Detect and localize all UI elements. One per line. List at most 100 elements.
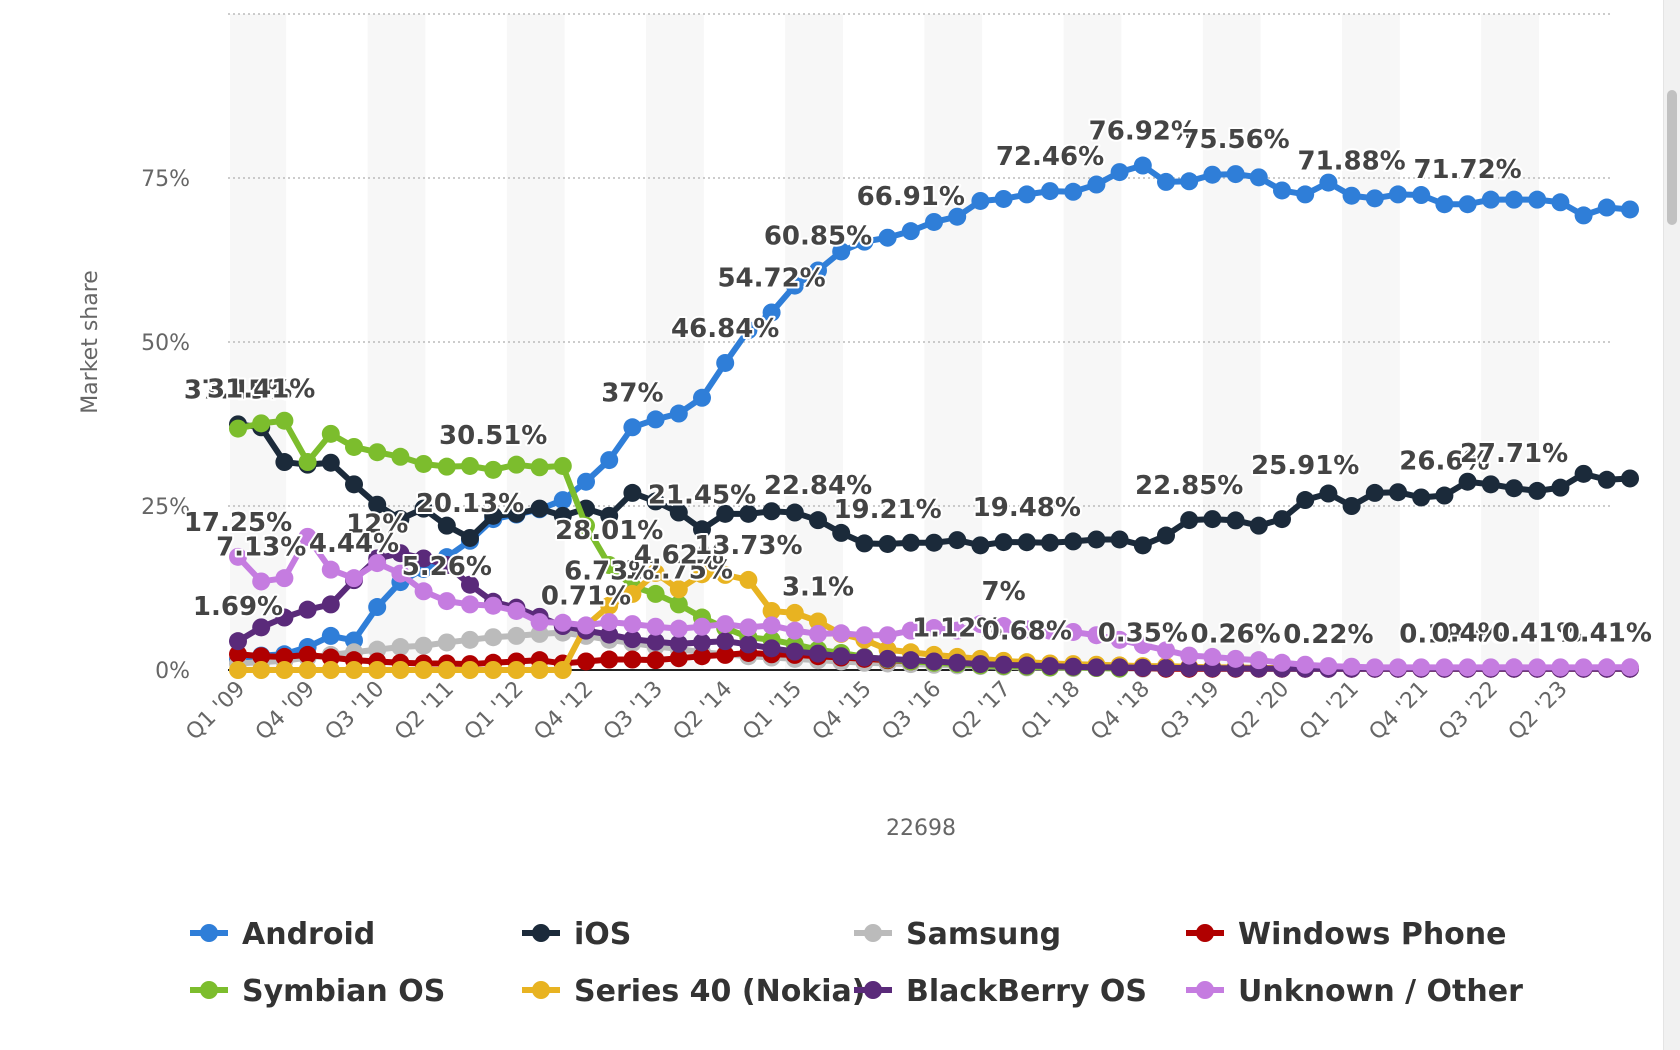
data-point[interactable] [507, 626, 526, 645]
legend-item[interactable]: Symbian OS [190, 974, 445, 1009]
data-point[interactable] [1597, 198, 1616, 217]
data-point[interactable] [553, 491, 572, 510]
data-point[interactable] [878, 626, 897, 645]
data-point[interactable] [878, 228, 897, 247]
data-point[interactable] [577, 472, 595, 491]
data-point[interactable] [1505, 479, 1523, 498]
data-point[interactable] [948, 207, 967, 226]
data-point[interactable] [577, 652, 595, 671]
data-point[interactable] [600, 596, 619, 615]
data-point[interactable] [461, 661, 479, 679]
data-point[interactable] [1621, 658, 1639, 677]
data-point[interactable] [716, 615, 735, 634]
data-point[interactable] [1273, 653, 1291, 672]
data-point[interactable] [716, 565, 735, 584]
data-point[interactable] [971, 536, 990, 555]
data-point[interactable] [1481, 658, 1500, 677]
data-point[interactable] [809, 261, 827, 280]
data-point[interactable] [391, 510, 410, 529]
data-point[interactable] [762, 303, 781, 322]
data-point[interactable] [1064, 622, 1083, 641]
data-point[interactable] [623, 630, 642, 649]
data-point[interactable] [1110, 630, 1129, 649]
data-point[interactable] [809, 624, 827, 643]
data-point[interactable] [298, 527, 317, 546]
data-point[interactable] [553, 456, 572, 475]
data-point[interactable] [623, 584, 642, 603]
data-point[interactable] [229, 661, 247, 679]
data-point[interactable] [414, 499, 433, 518]
data-point[interactable] [437, 556, 456, 575]
data-point[interactable] [809, 644, 827, 663]
data-point[interactable] [623, 483, 642, 502]
data-point[interactable] [275, 608, 294, 627]
data-point[interactable] [855, 534, 874, 553]
data-point[interactable] [252, 661, 271, 679]
data-point[interactable] [623, 615, 642, 634]
legend-item[interactable]: Windows Phone [1186, 917, 1507, 952]
data-point[interactable] [948, 621, 967, 640]
data-point[interactable] [484, 628, 503, 647]
data-point[interactable] [1203, 510, 1222, 529]
data-point[interactable] [391, 638, 410, 657]
data-point[interactable] [275, 411, 294, 430]
data-point[interactable] [994, 617, 1013, 636]
data-point[interactable] [1621, 469, 1639, 488]
data-point[interactable] [1528, 481, 1547, 500]
data-point[interactable] [321, 661, 340, 679]
data-point[interactable] [925, 212, 943, 231]
data-point[interactable] [646, 410, 665, 429]
data-point[interactable] [507, 661, 526, 679]
vertical-scrollbar[interactable] [1663, 0, 1680, 1050]
data-point[interactable] [1458, 658, 1477, 677]
data-point[interactable] [530, 499, 549, 518]
data-point[interactable] [693, 520, 711, 539]
data-point[interactable] [716, 504, 735, 523]
legend-item[interactable]: Android [190, 917, 375, 952]
data-point[interactable] [530, 661, 549, 679]
data-point[interactable] [901, 222, 920, 241]
data-point[interactable] [762, 639, 781, 658]
data-point[interactable] [252, 414, 271, 433]
data-point[interactable] [553, 613, 572, 632]
data-point[interactable] [646, 651, 665, 670]
data-point[interactable] [600, 625, 619, 644]
data-point[interactable] [1597, 658, 1616, 677]
data-point[interactable] [229, 632, 247, 651]
data-point[interactable] [437, 661, 456, 679]
data-point[interactable] [878, 534, 897, 553]
data-point[interactable] [1551, 658, 1570, 677]
data-point[interactable] [1041, 182, 1059, 201]
legend-item[interactable]: iOS [522, 917, 631, 952]
data-point[interactable] [994, 533, 1013, 552]
data-point[interactable] [368, 661, 387, 679]
data-point[interactable] [321, 453, 340, 472]
data-point[interactable] [1017, 533, 1036, 552]
data-point[interactable] [1064, 657, 1083, 676]
data-point[interactable] [646, 492, 665, 511]
data-point[interactable] [669, 619, 688, 638]
data-point[interactable] [1574, 658, 1593, 677]
data-point[interactable] [669, 580, 688, 599]
data-point[interactable] [275, 661, 294, 679]
data-point[interactable] [321, 595, 340, 614]
data-point[interactable] [252, 618, 271, 637]
data-point[interactable] [878, 649, 897, 668]
data-point[interactable] [1412, 658, 1431, 677]
data-point[interactable] [1157, 172, 1175, 191]
data-point[interactable] [252, 647, 271, 666]
data-point[interactable] [669, 634, 688, 653]
data-point[interactable] [414, 549, 433, 568]
data-point[interactable] [1017, 656, 1036, 675]
data-point[interactable] [971, 615, 990, 634]
data-point[interactable] [507, 601, 526, 620]
data-point[interactable] [1133, 536, 1152, 555]
data-point[interactable] [345, 661, 363, 679]
data-point[interactable] [577, 516, 595, 535]
data-point[interactable] [646, 617, 665, 636]
data-point[interactable] [925, 652, 943, 671]
data-point[interactable] [1296, 491, 1315, 510]
data-point[interactable] [832, 624, 851, 643]
data-point[interactable] [321, 626, 340, 645]
data-point[interactable] [368, 495, 387, 514]
